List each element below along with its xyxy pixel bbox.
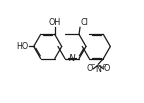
Text: +: + xyxy=(100,64,105,69)
Text: −: − xyxy=(102,63,107,68)
Text: −: − xyxy=(91,63,95,68)
Text: OH: OH xyxy=(49,18,61,27)
Text: HO: HO xyxy=(17,42,29,51)
Text: N: N xyxy=(95,65,101,74)
Text: N: N xyxy=(69,54,75,63)
Text: O: O xyxy=(104,64,110,73)
Text: Cl: Cl xyxy=(80,18,88,27)
Text: O: O xyxy=(86,64,93,73)
